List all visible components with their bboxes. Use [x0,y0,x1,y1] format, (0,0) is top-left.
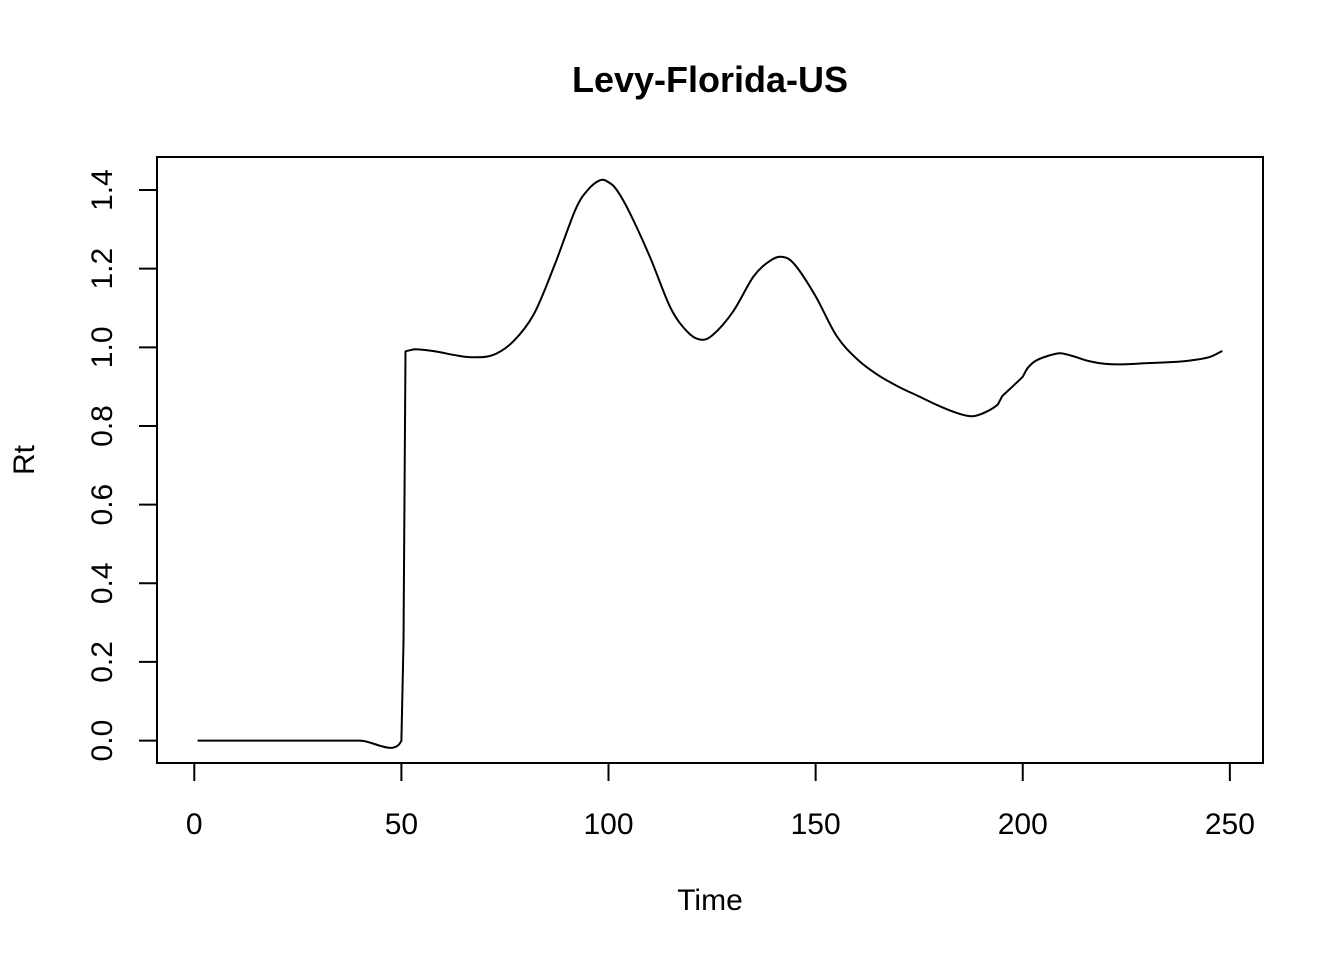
y-tick-label: 0.4 [86,562,119,604]
x-axis: 0 50 100 150 200 250 [186,762,1255,841]
chart-title: Levy-Florida-US [572,59,848,100]
series-line [197,178,1223,749]
x-tick-label: 200 [998,808,1048,841]
y-tick-label: 1.4 [86,169,119,211]
y-axis: 0.0 0.2 0.4 0.6 0.8 1.0 1.2 1.4 [86,169,158,762]
y-tick-label: 1.2 [86,248,119,290]
y-tick-label: 0.6 [86,484,119,526]
y-tick-label: 0.0 [86,720,119,762]
y-tick-label: 1.0 [86,326,119,368]
x-tick-label: 250 [1205,808,1255,841]
series-points [196,178,1223,742]
y-tick-label: 0.8 [86,405,119,447]
y-tick-label: 0.2 [86,641,119,683]
x-tick-label: 50 [385,808,418,841]
x-tick-label: 150 [791,808,841,841]
x-tick-label: 0 [186,808,203,841]
x-tick-label: 100 [583,808,633,841]
y-axis-label: Rt [8,444,41,475]
x-axis-label: Time [677,884,743,917]
plot-area-frame [156,156,1264,764]
